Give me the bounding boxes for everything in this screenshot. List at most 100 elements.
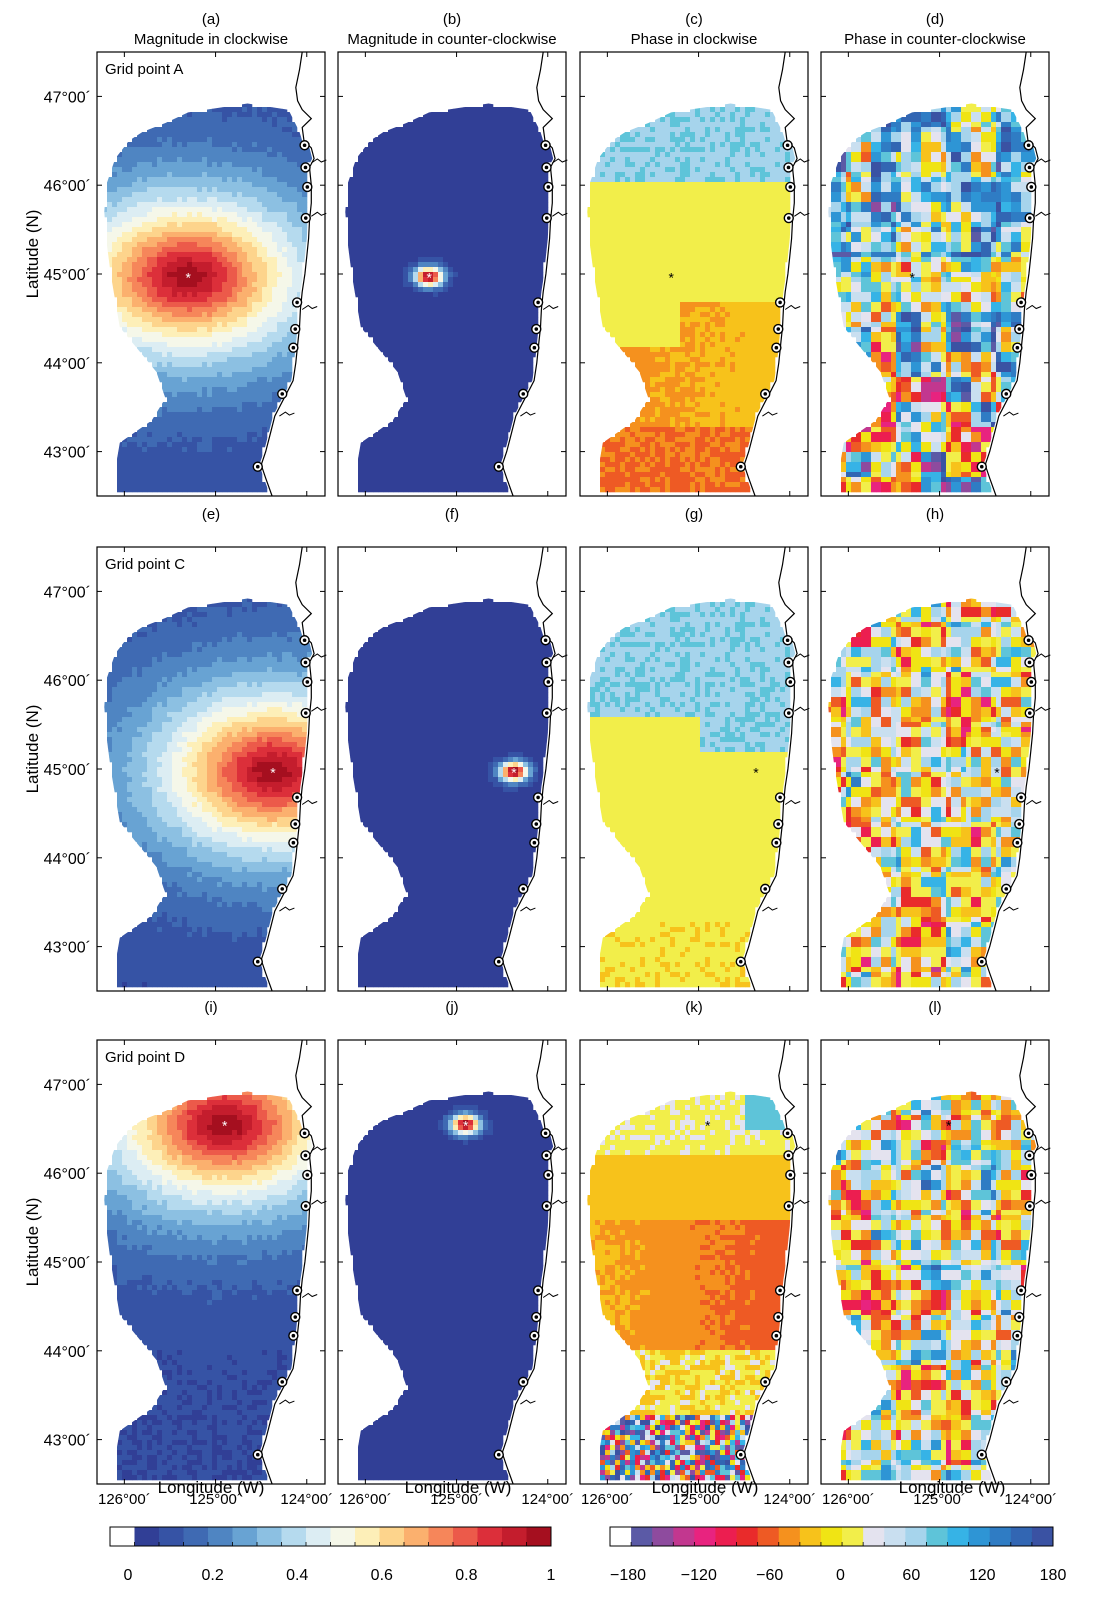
colorbar-swatch	[526, 1527, 552, 1546]
map-panel-g: * (g)	[579, 506, 810, 992]
colorbar-swatch	[134, 1527, 160, 1546]
panel-letter: (h)	[926, 506, 944, 523]
data-field	[828, 103, 1037, 493]
colorbar-swatch	[477, 1527, 503, 1546]
lat-tick-label: 46°00´	[44, 673, 91, 690]
colorbar-swatch	[778, 1527, 801, 1546]
lat-tick-label: 44°00´	[44, 1344, 91, 1361]
coastline	[501, 51, 556, 497]
grid-point-label: Grid point A	[105, 61, 183, 78]
x-axis-label-col2: Longitude (W)	[405, 1478, 512, 1497]
x-axis-labels: Longitude (W) Longitude (W) Longitude (W…	[158, 1478, 1006, 1497]
colorbar-tick-label: 0.2	[201, 1567, 223, 1584]
grid-point-marker: *	[426, 270, 432, 286]
lat-tick-label: 43°00´	[44, 940, 91, 957]
lon-tick-label: 126°00´	[98, 1491, 151, 1508]
y-axis-label-row3: Latitude (N)	[23, 1198, 42, 1287]
colorbar-swatch	[631, 1527, 653, 1546]
grid-point-marker: *	[705, 1117, 711, 1133]
panel-letter: (e)	[202, 506, 220, 523]
grid-point-marker: *	[909, 270, 915, 286]
panel-letter: (l)	[928, 999, 941, 1016]
grid-point-marker: *	[668, 270, 674, 286]
colorbar-tick-label: 120	[969, 1567, 996, 1584]
colorbar-swatch	[673, 1527, 695, 1546]
y-axis-label-row2: Latitude (N)	[23, 705, 42, 794]
colorbar-swatch	[355, 1527, 380, 1546]
colorbar-swatch	[947, 1527, 970, 1546]
colorbar-swatch	[208, 1527, 233, 1546]
map-panel-l: * (l) 126°00´ 125°00´ 124°00´	[820, 999, 1057, 1508]
grid-point-marker: *	[511, 765, 517, 781]
colorbar-swatch	[232, 1527, 258, 1546]
panel-title: Phase in counter-clockwise	[844, 31, 1026, 48]
grid-point-marker: *	[222, 1117, 228, 1133]
lon-tick-label: 125°00´	[672, 1491, 725, 1508]
colorbar-swatch	[757, 1527, 780, 1546]
panel-title: Phase in clockwise	[631, 31, 758, 48]
colorbar-tick-label: 60	[902, 1567, 920, 1584]
map-panel-e: * Grid point C (e) 47°00´ 46°00´ 45°00´ 44°00´…	[44, 506, 327, 992]
coastline	[984, 51, 1039, 497]
data-field	[104, 103, 313, 493]
colorbar-tick-label: 0.4	[286, 1567, 308, 1584]
colorbar-swatch	[610, 1527, 632, 1546]
colorbar-swatch	[502, 1527, 527, 1546]
panel-letter: (a)	[202, 11, 220, 28]
coastline	[984, 1039, 1039, 1485]
data-field	[345, 1091, 554, 1481]
panel-letter: (i)	[204, 999, 217, 1016]
panel-grid: * Grid point A (a) Magnitude in clockwise 47…	[44, 11, 1057, 1508]
data-field	[345, 598, 554, 988]
lon-tick-label: 124°00´	[1004, 1491, 1057, 1508]
lat-tick-label: 47°00´	[44, 1077, 91, 1094]
panel-letter: (b)	[443, 11, 461, 28]
lat-tick-label: 43°00´	[44, 1433, 91, 1450]
coastline	[984, 546, 1039, 992]
lon-tick-label: 124°00´	[280, 1491, 333, 1508]
lat-tick-label: 43°00´	[44, 445, 91, 462]
lon-tick-label: 124°00´	[763, 1491, 816, 1508]
colorbar-swatch	[281, 1527, 307, 1546]
grid-point-label: Grid point C	[105, 556, 185, 573]
data-field	[587, 103, 796, 493]
map-panel-f: * (f)	[337, 506, 568, 992]
lat-tick-label: 44°00´	[44, 356, 91, 373]
colorbar-swatch	[1010, 1527, 1033, 1546]
colorbar-tick-label: 0.8	[455, 1567, 477, 1584]
colorbar-swatch	[110, 1527, 135, 1546]
lat-tick-label: 47°00´	[44, 89, 91, 106]
lat-tick-label: 47°00´	[44, 584, 91, 601]
colorbars: 0 0.2 0.4 0.6 0.8 1 −180 −120 −60 0 60 120 180	[109, 1526, 1067, 1584]
colorbar-tick-label: 180	[1040, 1567, 1067, 1584]
map-panel-i: * Grid point D (i) 47°00´ 46°00´ 45°00´ 44°00´…	[44, 999, 333, 1508]
colorbar-swatch	[404, 1527, 429, 1546]
coastline	[260, 1039, 315, 1485]
colorbar-tick-label: 0.6	[371, 1567, 393, 1584]
lon-tick-label: 125°00´	[189, 1491, 242, 1508]
map-panel-j: * (j) 126°00´ 125°00´ 124°00´	[337, 999, 574, 1508]
colorbar-swatch	[257, 1527, 282, 1546]
lon-tick-label: 124°00´	[521, 1491, 574, 1508]
colorbar-swatch	[736, 1527, 759, 1546]
map-panel-c: * (c) Phase in clockwise	[579, 11, 810, 497]
colorbar-swatch	[428, 1527, 454, 1546]
colorbar-swatch	[884, 1527, 906, 1546]
data-field	[828, 598, 1037, 988]
colorbar-swatch	[159, 1527, 184, 1546]
data-field	[104, 1091, 313, 1481]
panel-title: Magnitude in counter-clockwise	[347, 31, 556, 48]
data-field	[345, 103, 554, 493]
lat-tick-label: 45°00´	[44, 1255, 91, 1272]
x-axis-label-col1: Longitude (W)	[158, 1478, 265, 1497]
lon-tick-label: 126°00´	[339, 1491, 392, 1508]
grid-point-marker: *	[270, 765, 276, 781]
colorbar-swatch	[968, 1527, 991, 1546]
map-panel-a: * Grid point A (a) Magnitude in clockwise 47…	[44, 11, 327, 497]
lat-tick-label: 46°00´	[44, 1166, 91, 1183]
lat-tick-label: 45°00´	[44, 267, 91, 284]
lon-tick-label: 125°00´	[430, 1491, 483, 1508]
data-field	[587, 598, 796, 988]
coastline	[743, 546, 798, 992]
